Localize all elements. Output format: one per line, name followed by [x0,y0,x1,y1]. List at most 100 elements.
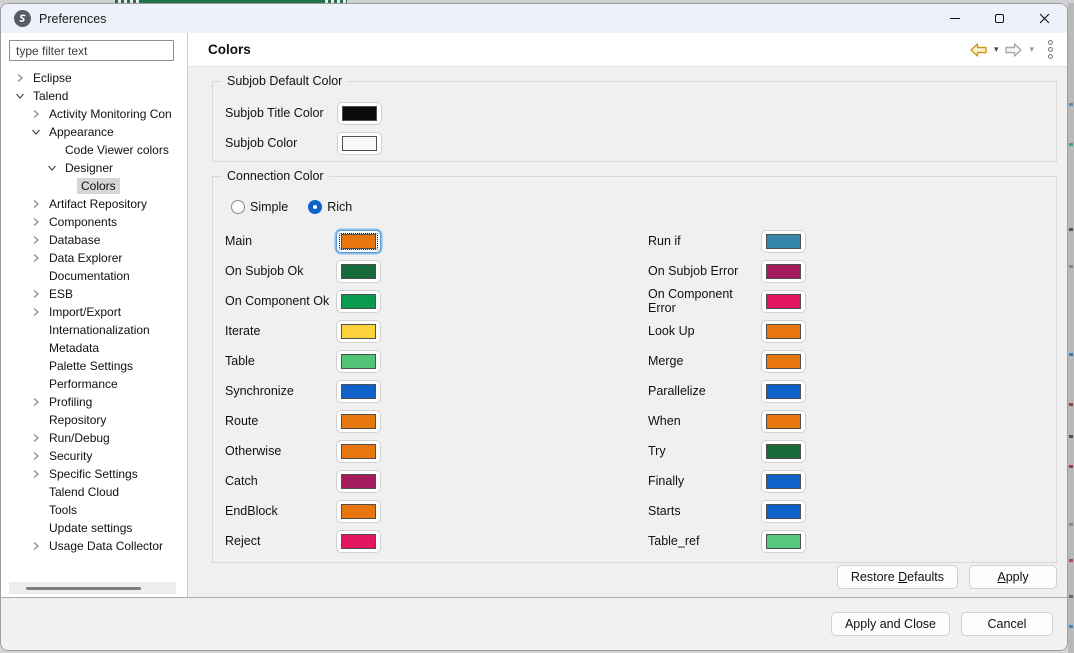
back-button[interactable] [969,42,988,57]
sidebar-item-appearance[interactable]: Appearance [1,123,187,141]
tree-expander[interactable] [29,251,43,265]
connection-color-group: Connection Color Simple Rich Main On Subjo… [212,169,1057,563]
button-label: pply [1005,570,1029,584]
sidebar-item-security[interactable]: Security [1,447,187,465]
sidebar-item-components[interactable]: Components [1,213,187,231]
color-swatch-button-endblock[interactable] [336,499,381,523]
tree-indent [29,521,43,535]
sidebar-item-talend[interactable]: Talend [1,87,187,105]
color-swatch-button-main[interactable] [336,229,381,253]
tree-expander[interactable] [29,431,43,445]
sidebar-item-metadata[interactable]: Metadata [1,339,187,357]
sidebar-item-performance[interactable]: Performance [1,375,187,393]
color-swatch-button-subjob-color[interactable] [337,131,382,155]
scrollbar-thumb[interactable] [26,587,141,590]
minimize-button[interactable] [932,4,977,33]
radio-rich[interactable]: Rich [308,200,352,214]
color-field-label: On Subjob Ok [225,264,304,278]
color-field-row: Subjob Title Color [225,98,1056,128]
restore-defaults-button[interactable]: Restore Defaults [836,565,958,589]
close-button[interactable] [1022,4,1067,33]
view-menu-button[interactable] [1048,40,1053,59]
tree-horizontal-scrollbar[interactable] [9,582,176,594]
color-swatch-button-subjob-title-color[interactable] [337,101,382,125]
apply-and-close-button[interactable]: Apply and Close [830,612,950,636]
color-swatch-button-when[interactable] [761,409,806,433]
color-swatch-button-catch[interactable] [336,469,381,493]
color-swatch-button-synchronize[interactable] [336,379,381,403]
tree-expander[interactable] [29,305,43,319]
color-swatch-button-on-subjob-ok[interactable] [336,259,381,283]
sidebar-item-palette-settings[interactable]: Palette Settings [1,357,187,375]
cancel-button[interactable]: Cancel [961,612,1053,636]
color-swatch-button-iterate[interactable] [336,319,381,343]
sidebar-item-activity-monitoring-con[interactable]: Activity Monitoring Con [1,105,187,123]
color-chip [341,443,376,459]
sidebar-item-internationalization[interactable]: Internationalization [1,321,187,339]
color-swatch-button-table[interactable] [336,349,381,373]
color-swatch-button-on-component-ok[interactable] [336,289,381,313]
sidebar-item-profiling[interactable]: Profiling [1,393,187,411]
sidebar-item-designer[interactable]: Designer [1,159,187,177]
tree-expander[interactable] [29,197,43,211]
sidebar-item-code-viewer-colors[interactable]: Code Viewer colors [1,141,187,159]
sidebar-item-import-export[interactable]: Import/Export [1,303,187,321]
back-dropdown-caret[interactable]: ▾ [993,44,999,54]
sidebar-item-data-explorer[interactable]: Data Explorer [1,249,187,267]
color-swatch-button-route[interactable] [336,409,381,433]
color-chip [766,413,801,429]
sidebar-item-esb[interactable]: ESB [1,285,187,303]
color-swatch-button-otherwise[interactable] [336,439,381,463]
sidebar-item-specific-settings[interactable]: Specific Settings [1,465,187,483]
sidebar-item-run-debug[interactable]: Run/Debug [1,429,187,447]
color-swatch-button-look-up[interactable] [761,319,806,343]
titlebar: Preferences [1,4,1067,33]
radio-simple[interactable]: Simple [231,200,288,214]
filter-input[interactable] [9,40,174,61]
sidebar-item-talend-cloud[interactable]: Talend Cloud [1,483,187,501]
chevron-right-icon [33,218,39,226]
connection-color-column-right: Run if On Subjob Error On Component Error L… [648,226,806,556]
sidebar-item-documentation[interactable]: Documentation [1,267,187,285]
sidebar-item-eclipse[interactable]: Eclipse [1,69,187,87]
color-swatch-button-on-component-error[interactable] [761,289,806,313]
tree-expander[interactable] [13,71,27,85]
tree-expander[interactable] [29,449,43,463]
sidebar-item-usage-data-collector[interactable]: Usage Data Collector [1,537,187,555]
tree-expander[interactable] [29,215,43,229]
color-swatch-button-run-if[interactable] [761,229,806,253]
color-field-row: Otherwise [225,436,381,466]
sidebar-item-colors[interactable]: Colors [1,177,187,195]
radio-selected-icon[interactable] [308,200,323,214]
sidebar-item-repository[interactable]: Repository [1,411,187,429]
tree-expander[interactable] [13,89,27,103]
forward-button[interactable] [1004,42,1023,57]
tree-item-label: Internationalization [49,323,150,337]
color-swatch-button-merge[interactable] [761,349,806,373]
tree-expander[interactable] [29,539,43,553]
tree-expander[interactable] [29,233,43,247]
maximize-button[interactable] [977,4,1022,33]
forward-dropdown-caret[interactable]: ▾ [1029,44,1034,54]
tree-expander[interactable] [29,107,43,121]
color-swatch-button-try[interactable] [761,439,806,463]
sidebar-item-tools[interactable]: Tools [1,501,187,519]
sidebar-item-artifact-repository[interactable]: Artifact Repository [1,195,187,213]
color-swatch-button-finally[interactable] [761,469,806,493]
sidebar-item-update-settings[interactable]: Update settings [1,519,187,537]
tree-expander[interactable] [45,161,59,175]
apply-button[interactable]: Apply [969,565,1057,589]
color-swatch-button-on-subjob-error[interactable] [761,259,806,283]
color-swatch-button-reject[interactable] [336,529,381,553]
color-swatch-button-starts[interactable] [761,499,806,523]
tree-expander[interactable] [29,395,43,409]
color-field-row: Synchronize [225,376,381,406]
tree-expander[interactable] [29,467,43,481]
color-field-label: Synchronize [225,384,294,398]
color-swatch-button-parallelize[interactable] [761,379,806,403]
sidebar-item-database[interactable]: Database [1,231,187,249]
tree-expander[interactable] [29,287,43,301]
color-swatch-button-table-ref[interactable] [761,529,806,553]
radio-unselected-icon[interactable] [231,200,245,214]
tree-expander[interactable] [29,125,43,139]
